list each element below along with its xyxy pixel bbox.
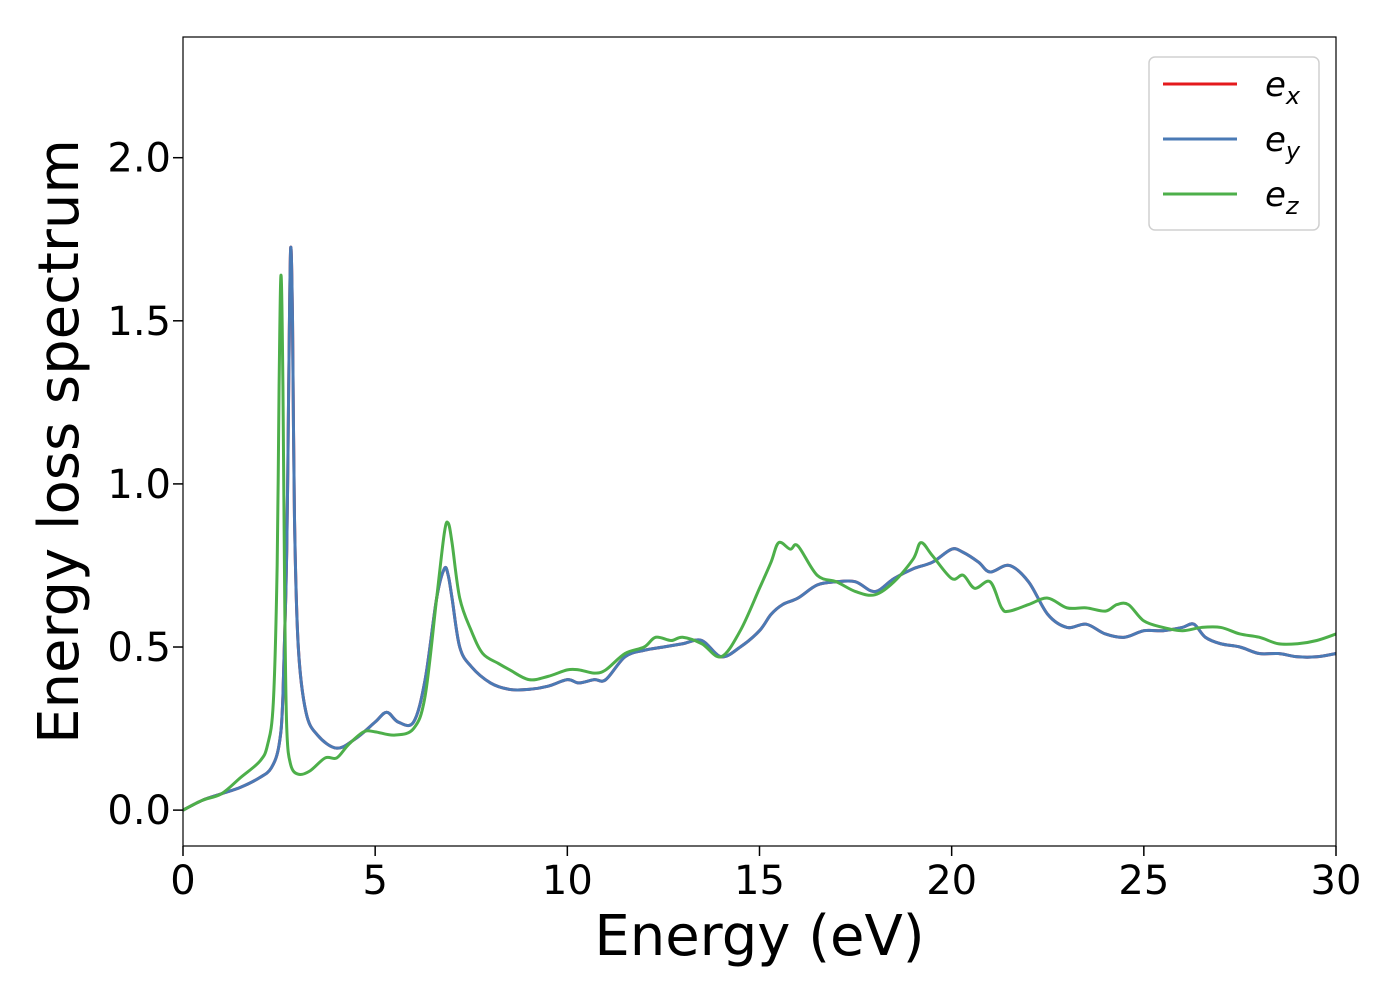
y-axis-label: Energy loss spectrum (27, 139, 92, 744)
x-axis-ticks: 0 5 10 15 20 25 30 (170, 846, 1361, 904)
y-tick-label: 1.5 (107, 299, 171, 345)
y-tick-label: 1.0 (107, 462, 171, 508)
x-tick-label: 0 (170, 858, 195, 904)
y-tick-label: 2.0 (107, 136, 171, 182)
x-tick-label: 30 (1311, 858, 1362, 904)
legend-box (1148, 56, 1320, 231)
series-layer (183, 245, 1336, 812)
x-tick-label: 25 (1118, 858, 1169, 904)
series-line-ez (183, 273, 1336, 812)
y-tick-label: 0.5 (107, 625, 171, 671)
x-tick-label: 15 (734, 858, 785, 904)
series-line-ex (183, 245, 1336, 812)
x-tick-label: 10 (542, 858, 593, 904)
x-tick-label: 5 (362, 858, 387, 904)
x-tick-label: 20 (926, 858, 977, 904)
y-tick-label: 0.0 (107, 788, 171, 834)
x-axis-label: Energy (eV) (594, 904, 924, 969)
y-axis-ticks: 0.0 0.5 1.0 1.5 2.0 (107, 136, 183, 834)
series-line-ey (183, 245, 1336, 812)
